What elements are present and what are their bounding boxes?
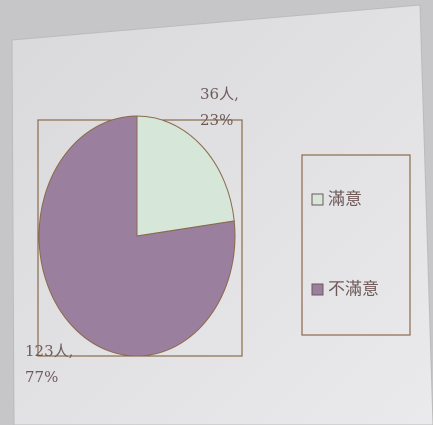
pie-slice [38,115,236,357]
data-label-line: 123人, [25,342,73,360]
legend-swatch [311,283,324,296]
legend-box [301,154,411,336]
data-label-line: 77% [25,368,58,386]
data-label-line: 36人, [200,85,239,103]
data-label: 36人, 23% [200,85,239,129]
legend-label: 不滿意 [328,280,379,300]
data-label: 123人, 77% [25,342,73,386]
legend-swatch [311,193,324,206]
data-label-line: 23% [200,111,233,129]
legend-label: 滿意 [328,190,362,210]
pie-slice [136,115,235,237]
